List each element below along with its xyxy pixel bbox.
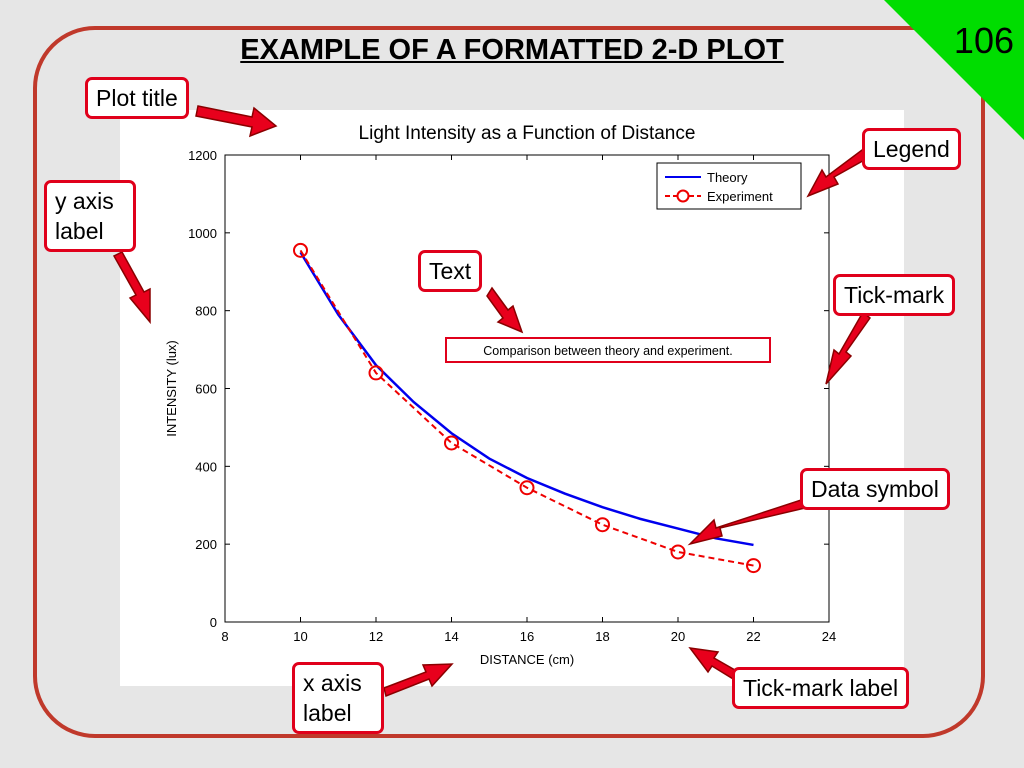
y-tick-label: 200 bbox=[195, 537, 217, 552]
x-tick-label: 12 bbox=[369, 629, 383, 644]
data-point-experiment bbox=[595, 517, 610, 533]
y-tick-label: 1200 bbox=[188, 148, 217, 163]
x-tick-label: 18 bbox=[595, 629, 609, 644]
corner-triangle bbox=[884, 0, 1024, 140]
annotation-box bbox=[445, 337, 771, 363]
callout-plot-title: Plot title bbox=[85, 77, 189, 119]
x-tick-label: 16 bbox=[520, 629, 534, 644]
legend-entry: Theory bbox=[707, 170, 748, 185]
series-line-theory bbox=[299, 251, 754, 547]
y-tick-label: 0 bbox=[210, 615, 217, 630]
plot-panel: Light Intensity as a Function of Distanc… bbox=[120, 110, 904, 686]
chart-annotation: Comparison between theory and experiment… bbox=[483, 344, 732, 358]
y-axis-label: INTENSITY (lux) bbox=[164, 340, 179, 437]
legend-marker-experiment bbox=[676, 189, 690, 203]
legend-entry: Experiment bbox=[707, 189, 773, 204]
callout-legend: Legend bbox=[862, 128, 961, 170]
chart: Light Intensity as a Function of Distanc… bbox=[164, 123, 836, 667]
corner-triangle-shape bbox=[884, 0, 1024, 140]
data-point-experiment bbox=[519, 480, 535, 496]
y-tick-label: 1000 bbox=[188, 226, 217, 241]
data-point-experiment bbox=[293, 242, 308, 258]
x-tick-label: 24 bbox=[822, 629, 836, 644]
y-tick-label: 800 bbox=[195, 304, 217, 319]
callout-x-axis-label: x axis label bbox=[292, 662, 384, 734]
callout-tick-mark: Tick-mark bbox=[833, 274, 956, 316]
slide-number: 106 bbox=[953, 20, 1014, 61]
slide-title: EXAMPLE OF A FORMATTED 2-D PLOT bbox=[240, 34, 784, 66]
y-tick-label: 400 bbox=[195, 459, 217, 474]
x-tick-label: 10 bbox=[293, 629, 307, 644]
callout-text: Text bbox=[418, 250, 483, 292]
data-point-experiment bbox=[670, 544, 686, 560]
x-tick-label: 20 bbox=[671, 629, 685, 644]
x-axis-label: DISTANCE (cm) bbox=[480, 652, 574, 667]
data-point-experiment bbox=[444, 435, 459, 451]
x-tick-label: 14 bbox=[444, 629, 458, 644]
y-tick-label: 600 bbox=[195, 382, 217, 397]
callout-tick-mark-label: Tick-mark label bbox=[732, 667, 910, 709]
chart-title: Light Intensity as a Function of Distanc… bbox=[359, 123, 696, 144]
plot-area-border bbox=[224, 154, 830, 623]
data-point-experiment bbox=[368, 365, 384, 381]
x-tick-label: 22 bbox=[746, 629, 760, 644]
data-point-experiment bbox=[746, 558, 761, 574]
callout-data-symbol: Data symbol bbox=[800, 468, 950, 510]
series-line-experiment bbox=[299, 249, 754, 567]
x-tick-label: 8 bbox=[221, 629, 228, 644]
callout-y-axis-label: y axis label bbox=[44, 180, 136, 252]
